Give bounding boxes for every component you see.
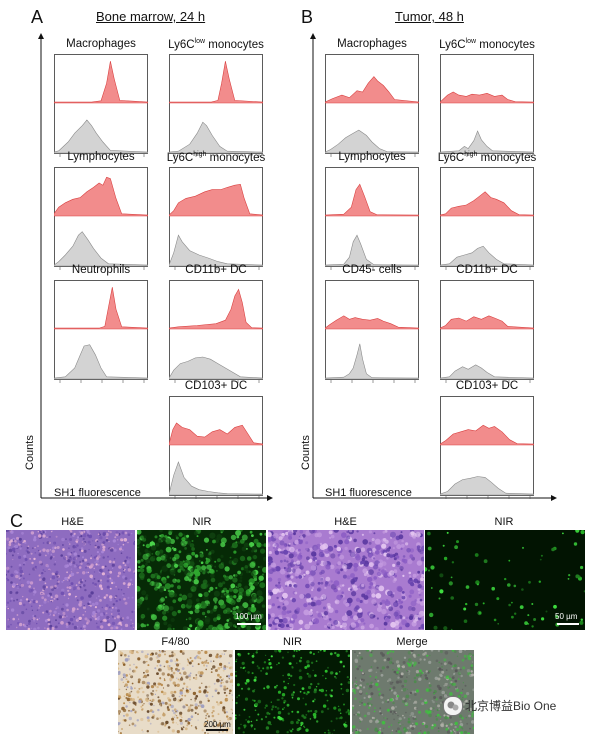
panel-c-letter: C (10, 511, 23, 531)
panel-a-histogram-4 (54, 280, 148, 383)
panel-c-label-nir-2: NIR (494, 516, 514, 528)
panel-a-histogram-5 (169, 280, 263, 383)
watermark-text: 北京博益Bio One (465, 699, 557, 713)
panel-b-plot-title-5: CD11b+ DC (456, 264, 518, 276)
panel-b-treated-trace-5 (440, 315, 534, 330)
panel-b-histogram-6 (440, 396, 534, 499)
scale-label-2: 50 µm (555, 612, 578, 621)
panel-b-control-trace-4 (325, 343, 419, 380)
merge-image (352, 650, 474, 734)
panel-b-histogram-0 (325, 54, 419, 157)
panel-a-control-trace-0 (54, 119, 148, 154)
panel-b-plot-title-0: Macrophages (337, 38, 407, 50)
panel-b-plot-title-3: Ly6Chigh monocytes (437, 151, 537, 164)
scale-bar-1 (237, 623, 261, 625)
panel-d-letter: D (104, 636, 117, 656)
panel-a-treated-trace-5 (169, 288, 263, 330)
panel-a-histogram-3 (169, 167, 263, 270)
panel-b-control-trace-2 (325, 234, 419, 267)
nir-image-2: 50 µm (425, 530, 585, 630)
panel-d-label-merge: Merge (396, 636, 428, 648)
panel-b-histogram-1 (440, 54, 534, 157)
f480-stain-image: 200 µm (118, 650, 233, 734)
panel-a-histogram-6 (169, 396, 263, 499)
nir-image-1: 100 µm (137, 530, 266, 630)
panel-d-label-f480: F4/80 (161, 636, 190, 648)
panel-a-plot-title-2: Lymphocytes (67, 151, 135, 163)
panel-a-treated-trace-6 (169, 422, 263, 446)
panel-b-treated-trace-4 (325, 315, 419, 330)
panel-b-treated-trace-0 (325, 76, 419, 104)
panel-a-control-trace-3 (169, 234, 263, 267)
panel-a-control-trace-6 (169, 461, 263, 496)
panel-a-treated-trace-0 (54, 61, 148, 104)
panel-a-control-trace-5 (169, 356, 263, 380)
panel-b-plot-title-6: CD103+ DC (455, 380, 519, 392)
nir-image-3 (235, 650, 350, 734)
panel-a-plot-title-4: Neutrophils (71, 264, 131, 276)
panel-a-control-trace-4 (54, 344, 148, 380)
he-tissue-image-2 (268, 530, 424, 630)
panel-b-histogram-4 (325, 280, 419, 383)
scale-bar-3 (206, 729, 228, 731)
panel-b-control-trace-1 (440, 130, 534, 154)
panel-b-control-trace-5 (440, 364, 534, 380)
panel-b-control-trace-6 (440, 476, 534, 496)
panel-b-control-trace-3 (440, 245, 534, 267)
panel-a-plot-title-0: Macrophages (66, 38, 136, 50)
panel-a-xlabel: SH1 fluorescence (54, 487, 141, 499)
panel-a-control-trace-1 (169, 121, 263, 154)
panel-a-ylabel: Counts (24, 435, 36, 470)
panel-a-histogram-1 (169, 54, 263, 157)
panel-b-heading: Tumor, 48 h (395, 9, 464, 24)
panel-c-label-he-1: H&E (61, 516, 84, 528)
panel-b-xlabel: SH1 fluorescence (325, 487, 412, 499)
panel-b-plot-title-2: Lymphocytes (338, 151, 406, 163)
panel-b-treated-trace-1 (440, 91, 534, 104)
panel-b-letter: B (301, 7, 314, 27)
scale-bar-2 (557, 623, 579, 625)
panel-b-treated-trace-6 (440, 424, 534, 446)
axes-overlay (38, 33, 557, 501)
panel-a-histogram-2 (54, 167, 148, 270)
panel-b-control-trace-0 (325, 129, 419, 154)
panel-b-ylabel: Counts (300, 435, 312, 470)
panel-a-treated-trace-4 (54, 287, 148, 330)
panel-a-plot-title-5: CD11b+ DC (185, 264, 247, 276)
scale-label-3: 200 µm (204, 720, 231, 729)
panel-a-control-trace-2 (54, 231, 148, 267)
panel-b-plot-title-4: CD45- cells (342, 264, 402, 276)
panel-a-treated-trace-2 (54, 176, 148, 217)
panel-b-plot-title-1: Ly6Clow monocytes (439, 38, 535, 51)
panel-a-treated-trace-3 (169, 183, 263, 217)
panel-b-treated-trace-3 (440, 191, 534, 217)
panel-a-heading: Bone marrow, 24 h (96, 9, 206, 24)
panel-a-plot-title-3: Ly6Chigh monocytes (166, 151, 266, 164)
panel-b-histogram-3 (440, 167, 534, 270)
panel-b-histogram-2 (325, 167, 419, 270)
panel-b-histogram-5 (440, 280, 534, 383)
panel-d-label-nir: NIR (283, 636, 302, 648)
panel-a-plot-title-6: CD103+ DC (184, 380, 248, 392)
panel-b-treated-trace-2 (325, 183, 419, 217)
panel-c-label-he-2: H&E (334, 516, 357, 528)
panel-a-histogram-0 (54, 54, 148, 157)
panel-a-treated-trace-1 (169, 61, 263, 104)
he-tissue-image-1 (6, 530, 135, 630)
scale-label-1: 100 µm (235, 612, 262, 621)
panel-a-letter: A (31, 7, 44, 27)
wechat-icon (443, 696, 463, 716)
panel-a-plot-title-1: Ly6Clow monocytes (168, 38, 264, 51)
panel-c-label-nir-1: NIR (192, 516, 212, 528)
